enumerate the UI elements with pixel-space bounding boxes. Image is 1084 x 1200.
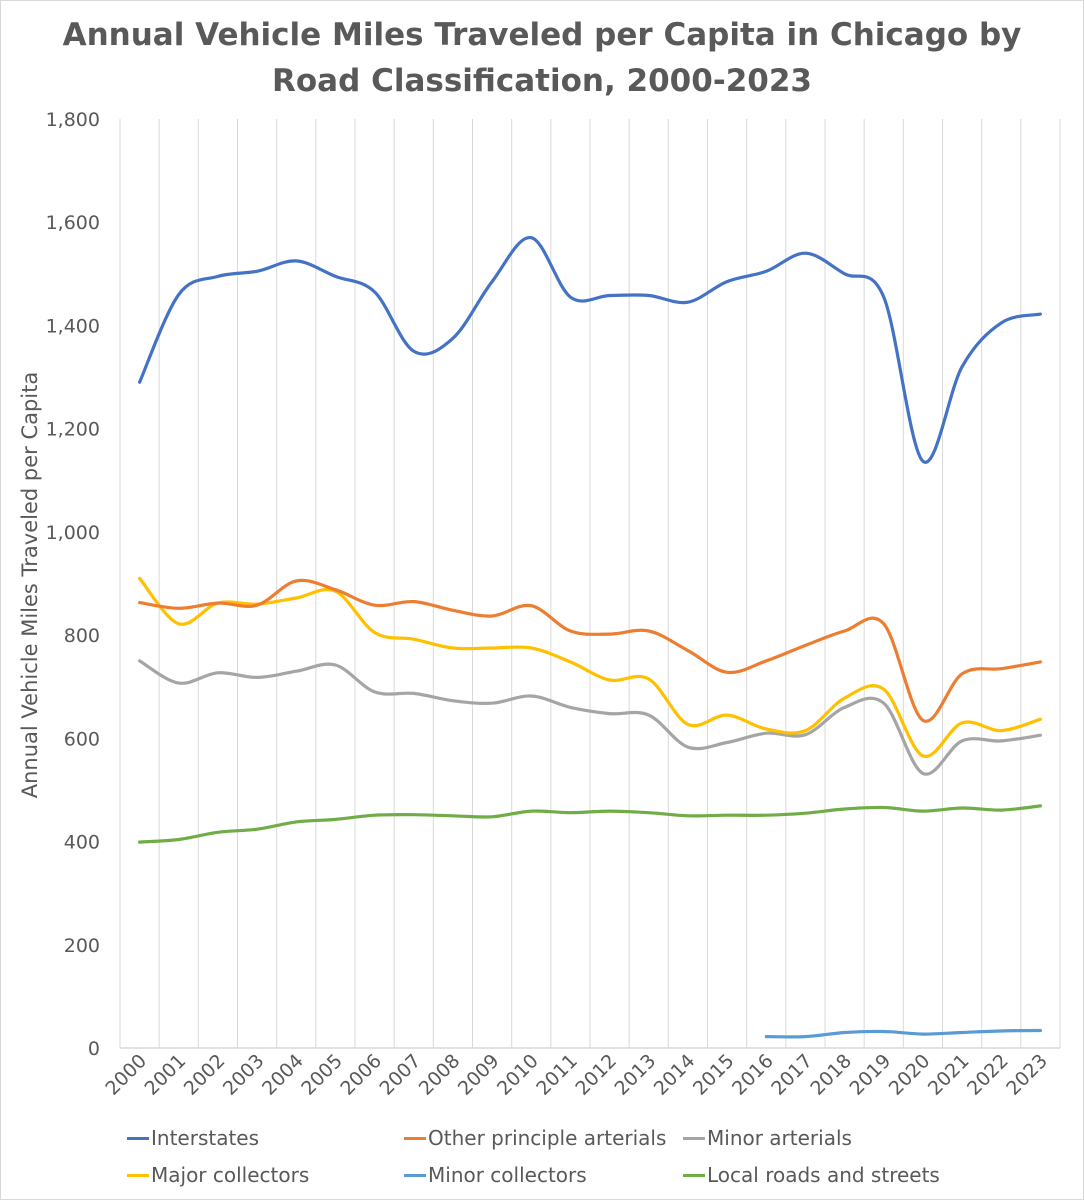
legend-swatch-major-collectors <box>127 1173 149 1177</box>
x-tick-label: 2019 <box>846 1050 896 1100</box>
series-line-interstates <box>138 236 1042 464</box>
chart-title-line-2: Road Classification, 2000-2023 <box>272 63 812 99</box>
legend-swatch-minor-arterials <box>683 1136 705 1140</box>
legend-item-minor-collectors: Minor collectors <box>404 1163 587 1187</box>
x-tick-label: 2011 <box>532 1050 582 1100</box>
legend-swatch-local-roads-and-streets <box>683 1173 705 1177</box>
chart-title-line-1: Annual Vehicle Miles Traveled per Capita… <box>62 17 1022 53</box>
legend-label-interstates: Interstates <box>151 1126 260 1150</box>
x-tick-label: 2002 <box>180 1050 230 1100</box>
x-tick-label: 2021 <box>924 1050 974 1100</box>
legend-label-major-collectors: Major collectors <box>151 1163 310 1187</box>
x-tick-label: 2022 <box>963 1050 1013 1100</box>
x-tick-label: 2001 <box>141 1050 191 1100</box>
legend-label-minor-arterials: Minor arterials <box>707 1126 852 1150</box>
y-tick-label: 1,800 <box>46 109 100 131</box>
x-tick-label: 2012 <box>571 1050 621 1100</box>
x-tick-label: 2010 <box>493 1050 543 1100</box>
x-tick-label: 2017 <box>767 1050 817 1100</box>
legend-swatch-minor-collectors <box>404 1173 426 1177</box>
series-line-minor-arterials <box>138 659 1042 776</box>
x-tick-label: 2018 <box>806 1050 856 1100</box>
x-tick-label: 2000 <box>101 1050 151 1100</box>
series-line-major-collectors <box>138 576 1042 758</box>
y-tick-label: 1,400 <box>46 315 100 337</box>
x-tick-label: 2006 <box>336 1050 386 1100</box>
x-tick-label: 2020 <box>885 1050 935 1100</box>
legend-label-local-roads-and-streets: Local roads and streets <box>707 1163 940 1187</box>
x-tick-label: 2005 <box>297 1050 347 1100</box>
y-tick-label: 1,200 <box>46 419 100 441</box>
y-tick-label: 400 <box>64 832 100 854</box>
x-tick-label: 2009 <box>454 1050 504 1100</box>
legend-item-major-collectors: Major collectors <box>127 1163 309 1187</box>
x-tick-label: 2014 <box>650 1050 700 1100</box>
series-line-minor-collectors <box>764 1028 1042 1039</box>
legend-item-other-principle-arterials: Other principle arterials <box>404 1126 666 1150</box>
y-tick-label: 600 <box>64 728 100 750</box>
x-tick-label: 2007 <box>376 1050 426 1100</box>
x-tick-label: 2016 <box>728 1050 778 1100</box>
x-tick-label: 2013 <box>611 1050 661 1100</box>
x-tick-label: 2023 <box>1002 1050 1052 1100</box>
x-tick-label: 2003 <box>219 1050 269 1100</box>
chart-title: Annual Vehicle Miles Traveled per Capita… <box>0 12 1084 104</box>
y-tick-label: 1,000 <box>46 522 100 544</box>
x-tick-label: 2004 <box>258 1050 308 1100</box>
legend-swatch-other-principle-arterials <box>404 1136 426 1140</box>
x-tick-label: 2015 <box>689 1050 739 1100</box>
legend-item-local-roads-and-streets: Local roads and streets <box>683 1163 940 1187</box>
y-tick-label: 1,600 <box>46 212 100 234</box>
series-line-local-roads-and-streets <box>138 804 1042 844</box>
y-tick-label: 200 <box>64 935 100 957</box>
y-tick-label: 0 <box>88 1038 100 1060</box>
y-tick-label: 800 <box>64 625 100 647</box>
legend-item-interstates: Interstates <box>127 1126 259 1150</box>
legend-label-minor-collectors: Minor collectors <box>428 1163 587 1187</box>
legend-swatch-interstates <box>127 1136 149 1140</box>
series-line-other-principle-arterials <box>138 578 1042 723</box>
legend-label-other-principle-arterials: Other principle arterials <box>428 1126 667 1150</box>
legend-item-minor-arterials: Minor arterials <box>683 1126 852 1150</box>
x-tick-label: 2008 <box>415 1050 465 1100</box>
